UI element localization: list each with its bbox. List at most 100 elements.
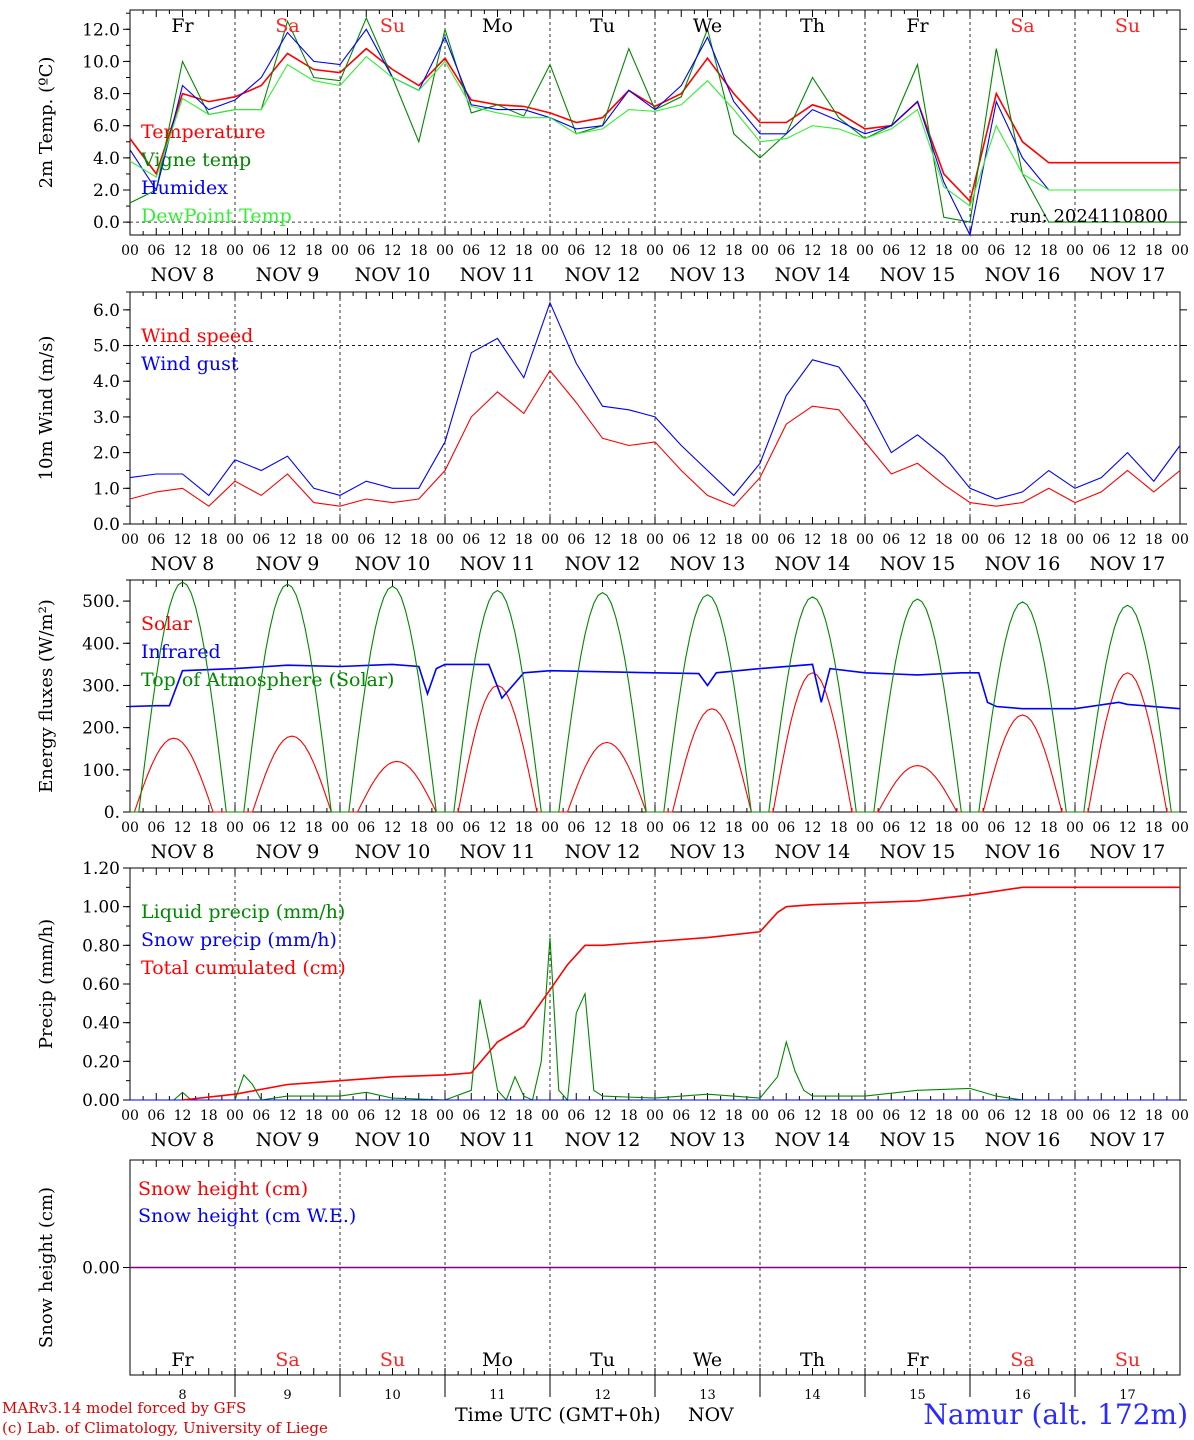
hour-label: 00 <box>331 820 349 836</box>
hour-label: 12 <box>384 1108 402 1124</box>
hour-label: 18 <box>830 243 848 259</box>
hour-label: 00 <box>121 1108 139 1124</box>
hour-label: 12 <box>1014 1108 1032 1124</box>
hour-label: 06 <box>252 532 270 548</box>
date-label: NOV 8 <box>151 264 215 286</box>
y-tick-label: 0.0 <box>93 213 120 233</box>
date-label: NOV 15 <box>880 264 956 286</box>
hour-label: 12 <box>279 820 297 836</box>
hour-label: 12 <box>804 532 822 548</box>
panel-frame-temp <box>129 9 1181 236</box>
hour-label: 00 <box>226 1108 244 1124</box>
hour-label: 00 <box>856 243 874 259</box>
day-label: Fr <box>171 1349 194 1371</box>
date-label: NOV 17 <box>1090 264 1166 286</box>
y-tick-label: 0.40 <box>82 1014 120 1034</box>
hour-label: 18 <box>305 532 323 548</box>
day-number: 15 <box>909 1388 926 1403</box>
hour-label: 18 <box>200 1108 218 1124</box>
hour-label: 06 <box>147 243 165 259</box>
y-tick-label: 0.20 <box>82 1052 120 1072</box>
hour-label: 12 <box>909 532 927 548</box>
hour-label: 18 <box>515 243 533 259</box>
day-label: Su <box>1115 15 1140 37</box>
date-label: NOV 14 <box>775 553 851 575</box>
hour-label: 18 <box>620 1108 638 1124</box>
day-label: Su <box>380 1349 405 1371</box>
hour-label: 12 <box>384 820 402 836</box>
y-axis-label: 10m Wind (m/s) <box>36 336 57 481</box>
hour-label: 12 <box>279 1108 297 1124</box>
y-tick-label: 4.0 <box>93 372 120 392</box>
x-axis-month: NOV <box>688 1404 734 1426</box>
hour-label: 18 <box>1040 532 1058 548</box>
hour-label: 06 <box>252 243 270 259</box>
day-label: Su <box>380 15 405 37</box>
y-tick-label: 0. <box>104 803 120 823</box>
hour-label: 00 <box>646 532 664 548</box>
series-line-humidex <box>129 28 1180 237</box>
day-label: Sa <box>275 1349 299 1371</box>
hour-label: 18 <box>725 532 743 548</box>
date-label: NOV 14 <box>775 264 851 286</box>
day-label: Sa <box>1010 15 1034 37</box>
hour-label: 18 <box>935 820 953 836</box>
hour-label: 00 <box>436 532 454 548</box>
hour-label: 18 <box>515 1108 533 1124</box>
hour-label: 18 <box>1040 243 1058 259</box>
hour-label: 00 <box>751 1108 769 1124</box>
hour-label: 18 <box>305 1108 323 1124</box>
hour-label: 00 <box>541 820 559 836</box>
date-label: NOV 10 <box>355 553 431 575</box>
hour-label: 06 <box>147 1108 165 1124</box>
hour-label: 12 <box>699 1108 717 1124</box>
hour-label: 06 <box>1092 532 1110 548</box>
y-tick-label: 0.80 <box>82 936 120 956</box>
hour-label: 12 <box>279 532 297 548</box>
legend-entry: Solar <box>141 613 193 635</box>
hour-label: 18 <box>515 820 533 836</box>
date-label: NOV 9 <box>256 1129 320 1151</box>
run-annotation: run: 2024110800 <box>1010 206 1168 227</box>
date-label: NOV 17 <box>1090 1129 1166 1151</box>
hour-label: 06 <box>777 1108 795 1124</box>
day-label: We <box>693 1349 722 1371</box>
date-label: NOV 11 <box>460 1129 536 1151</box>
hour-label: 18 <box>200 243 218 259</box>
y-tick-label: 10.0 <box>82 52 120 72</box>
legend-entry: Snow height (cm W.E.) <box>138 1205 356 1227</box>
hour-label: 00 <box>961 1108 979 1124</box>
y-tick-label: 5.0 <box>93 337 120 357</box>
day-number: 9 <box>283 1388 291 1403</box>
day-number: 11 <box>489 1388 506 1403</box>
hour-label: 00 <box>751 532 769 548</box>
hour-label: 18 <box>410 820 428 836</box>
series-line-infrared <box>129 663 1181 710</box>
hour-label: 06 <box>357 243 375 259</box>
hour-label: 12 <box>699 532 717 548</box>
hour-label: 06 <box>987 532 1005 548</box>
hour-label: 06 <box>987 243 1005 259</box>
hour-label: 18 <box>410 1108 428 1124</box>
y-tick-label: 6.0 <box>93 117 120 137</box>
date-label: NOV 16 <box>985 553 1061 575</box>
hour-label: 06 <box>672 1108 690 1124</box>
hour-label: 06 <box>462 243 480 259</box>
hour-label: 06 <box>882 1108 900 1124</box>
hour-label: 06 <box>462 1108 480 1124</box>
date-label: NOV 11 <box>460 553 536 575</box>
day-label: Mo <box>482 1349 513 1371</box>
hour-label: 18 <box>305 243 323 259</box>
hour-label: 12 <box>174 532 192 548</box>
hour-label: 18 <box>1040 820 1058 836</box>
hour-label: 12 <box>489 532 507 548</box>
model-credit: MARv3.14 model forced by GFS <box>2 1399 247 1417</box>
hour-label: 18 <box>830 820 848 836</box>
hour-label: 06 <box>1092 820 1110 836</box>
hour-label: 12 <box>1014 532 1032 548</box>
hour-label: 12 <box>699 820 717 836</box>
legend-entry: Snow precip (mm/h) <box>141 929 337 951</box>
date-label: NOV 11 <box>460 264 536 286</box>
hour-label: 00 <box>121 243 139 259</box>
legend-entry: DewPoint Temp <box>141 205 292 227</box>
